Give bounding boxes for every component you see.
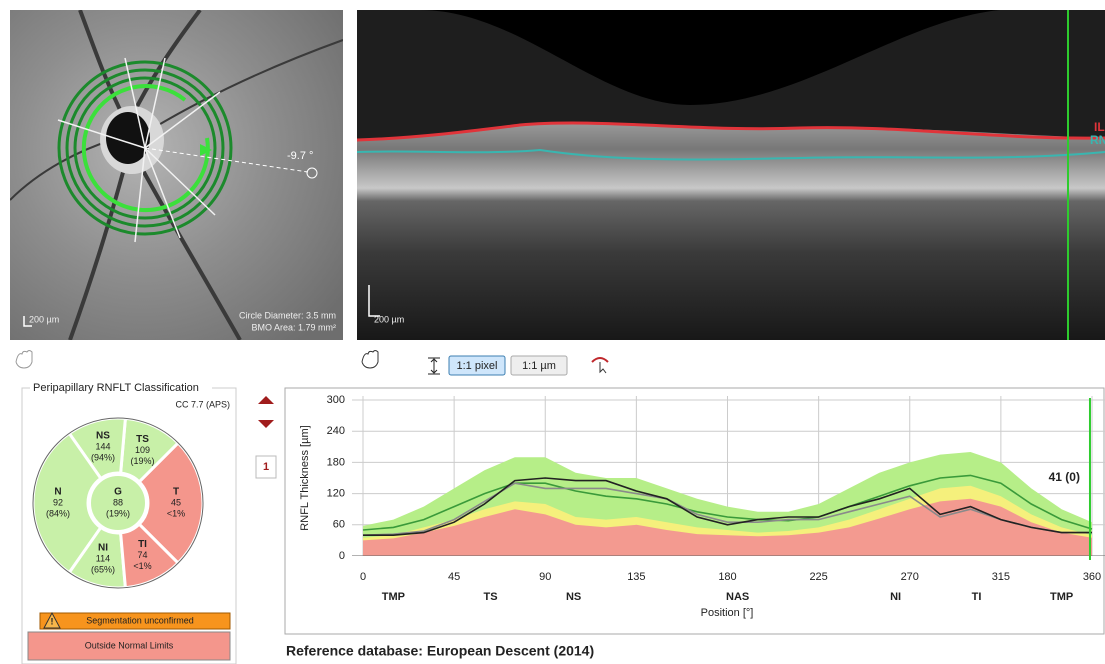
sector-value: 114 [96,553,110,563]
sector-name: N [54,487,61,498]
sector-percent: (19%) [131,456,155,466]
scale-label: 200 µm [29,314,59,324]
ilm-label: ILM [1094,120,1105,134]
sector-label: TI [972,591,982,603]
sector-value: 109 [135,445,150,455]
x-tick-label: 180 [718,571,736,583]
sector-percent: (94%) [91,452,115,462]
tool-icon[interactable] [592,358,608,362]
sector-value: 92 [53,497,63,507]
button-label[interactable]: 1:1 pixel [457,360,498,372]
x-tick-label: 225 [809,571,827,583]
sector-percent: (65%) [91,564,115,574]
sector-label: TMP [1050,591,1073,603]
panel-title: Peripapillary RNFLT Classification [33,382,199,394]
result-text: Outside Normal Limits [85,640,174,650]
y-tick-label: 0 [339,550,345,562]
pan-icon[interactable] [362,351,378,369]
fundus-image: -9.7 ° Circle Diameter: 3.5 mm BMO Area:… [10,10,343,340]
x-tick-label: 360 [1083,571,1101,583]
x-tick-label: 90 [539,571,551,583]
sector-percent: <1% [167,508,185,518]
warning-text: Segmentation unconfirmed [86,615,194,625]
scroll-up[interactable] [258,396,274,404]
warning-mark: ! [51,616,54,626]
sector-percent: <1% [133,561,151,571]
sector-name: G [114,487,122,498]
footer: Reference database: European Descent (20… [286,643,594,659]
sector-percent: (84%) [46,508,70,518]
sector-label: TMP [382,591,405,603]
sector-label: NS [566,591,581,603]
body: -9.7 ° Circle Diameter: 3.5 mm BMO Area:… [0,0,1105,664]
sector-label: NAS [726,591,749,603]
sector-label: NI [890,591,901,603]
sector-value: 74 [138,550,148,560]
x-tick-label: 45 [448,571,460,583]
toolbar: 1:1 pixel 1:1 µm [16,351,608,376]
sector-name: TI [138,539,147,550]
x-axis-label: Position [°] [701,607,754,619]
fit-icon[interactable] [428,358,440,374]
sector-name: TS [136,434,149,445]
y-axis-label: RNFL Thickness [µm] [299,425,311,530]
sector-value: 144 [95,441,110,451]
x-tick-label: 0 [360,571,366,583]
oct-scan: ILM RNFL 200 µm [357,10,1105,340]
sector-percent: (19%) [106,508,130,518]
screen: -9.7 ° Circle Diameter: 3.5 mm BMO Area:… [0,0,1105,664]
circle-diameter: Circle Diameter: 3.5 mm [239,310,336,320]
scan-index[interactable]: 1 [263,461,269,473]
y-tick-label: 120 [327,488,345,500]
y-tick-label: 240 [327,425,345,437]
sector-name: T [173,487,179,498]
sector-name: NI [98,543,108,554]
sector-value: 45 [171,497,181,507]
y-tick-label: 300 [327,394,345,406]
sector-label: TS [484,591,498,603]
retina [357,123,1105,340]
angle-label: -9.7 ° [287,150,313,162]
pan-icon[interactable] [16,351,32,369]
cursor-annotation: 41 (0) [1049,470,1080,484]
x-tick-label: 135 [627,571,645,583]
rnfl-label: RNFL [1090,133,1105,147]
page: {"fundus": {"angle_label": "-9.7 °", "ci… [0,0,1105,664]
y-tick-label: 180 [327,456,345,468]
bmo-area: BMO Area: 1.79 mm² [251,322,336,332]
oct-scale-label: 200 µm [374,314,404,324]
x-tick-label: 270 [901,571,919,583]
x-tick-label: 315 [992,571,1010,583]
pointer-icon[interactable] [600,362,606,373]
sector-value: 88 [113,497,123,507]
sector-name: NS [96,431,110,442]
y-tick-label: 60 [333,519,345,531]
reference-label: CC 7.7 (APS) [175,399,230,409]
button-label[interactable]: 1:1 µm [522,360,556,372]
scroll-down[interactable] [258,420,274,428]
classification-panel: Peripapillary RNFLT Classification CC 7.… [22,381,236,664]
